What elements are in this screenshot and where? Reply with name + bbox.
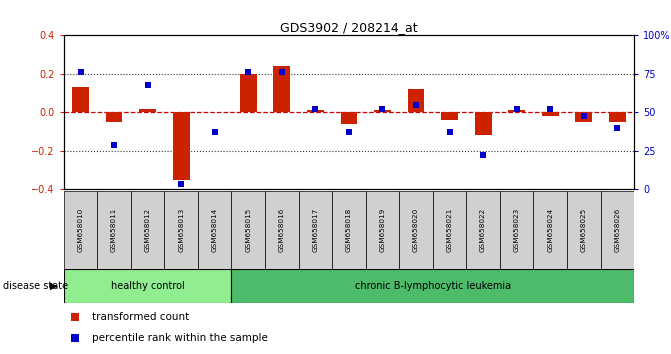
Title: GDS3902 / 208214_at: GDS3902 / 208214_at — [280, 21, 418, 34]
Bar — [500, 191, 533, 269]
Text: GSM658024: GSM658024 — [548, 208, 553, 252]
Bar — [164, 191, 198, 269]
Bar — [474, 113, 491, 136]
Text: GSM658022: GSM658022 — [480, 208, 486, 252]
Point — [310, 106, 321, 112]
Bar — [265, 191, 299, 269]
Point — [377, 106, 388, 112]
Bar — [366, 191, 399, 269]
Point — [448, 23, 458, 29]
Text: GSM658023: GSM658023 — [514, 208, 519, 252]
Point — [545, 106, 556, 112]
Bar — [601, 191, 634, 269]
Text: GSM658020: GSM658020 — [413, 208, 419, 252]
Bar — [399, 191, 433, 269]
Bar — [198, 191, 231, 269]
Bar — [433, 191, 466, 269]
Point — [344, 129, 354, 135]
Text: GSM658016: GSM658016 — [279, 208, 285, 252]
Bar — [533, 191, 567, 269]
Bar — [609, 113, 625, 122]
Text: GSM658013: GSM658013 — [178, 208, 184, 252]
Bar — [509, 110, 525, 113]
Bar — [72, 87, 89, 113]
Text: ▶: ▶ — [50, 281, 57, 291]
Text: percentile rank within the sample: percentile rank within the sample — [92, 332, 268, 343]
Point — [75, 69, 86, 75]
Point — [109, 142, 119, 148]
Point — [444, 129, 455, 135]
Point — [511, 106, 522, 112]
Bar — [299, 191, 332, 269]
Text: transformed count: transformed count — [92, 312, 189, 322]
Text: GSM658015: GSM658015 — [246, 208, 251, 252]
Point — [411, 102, 421, 108]
Text: GSM658025: GSM658025 — [581, 208, 586, 252]
Bar — [172, 113, 189, 180]
Bar — [140, 109, 156, 113]
Bar — [575, 113, 592, 122]
Point — [142, 82, 153, 88]
Bar — [442, 113, 458, 120]
Bar — [307, 110, 323, 113]
Point — [176, 181, 187, 187]
Bar — [567, 191, 601, 269]
Point — [209, 129, 220, 135]
Bar — [231, 269, 634, 303]
Text: GSM658014: GSM658014 — [212, 208, 217, 252]
Bar — [407, 89, 424, 113]
Text: chronic B-lymphocytic leukemia: chronic B-lymphocytic leukemia — [355, 281, 511, 291]
Point — [448, 207, 458, 213]
Bar — [105, 113, 122, 122]
Point — [276, 69, 287, 75]
Point — [243, 69, 254, 75]
Bar — [332, 191, 366, 269]
Bar — [542, 113, 558, 116]
Bar — [374, 110, 391, 113]
Text: disease state: disease state — [3, 281, 68, 291]
Point — [612, 125, 623, 131]
Bar — [466, 191, 500, 269]
Text: GSM658017: GSM658017 — [313, 208, 318, 252]
Text: GSM658018: GSM658018 — [346, 208, 352, 252]
Text: GSM658012: GSM658012 — [145, 208, 150, 252]
Text: GSM658021: GSM658021 — [447, 208, 452, 252]
Bar — [131, 191, 164, 269]
Text: GSM658019: GSM658019 — [380, 208, 385, 252]
Point — [578, 113, 589, 119]
Bar — [231, 191, 265, 269]
Text: GSM658026: GSM658026 — [615, 208, 620, 252]
Text: healthy control: healthy control — [111, 281, 185, 291]
Bar — [97, 191, 131, 269]
Bar — [64, 269, 231, 303]
Point — [478, 152, 488, 158]
Bar — [340, 113, 357, 124]
Text: GSM658011: GSM658011 — [111, 208, 117, 252]
Text: GSM658010: GSM658010 — [78, 208, 83, 252]
Bar — [274, 66, 290, 113]
Bar — [240, 74, 256, 113]
Bar — [64, 191, 97, 269]
